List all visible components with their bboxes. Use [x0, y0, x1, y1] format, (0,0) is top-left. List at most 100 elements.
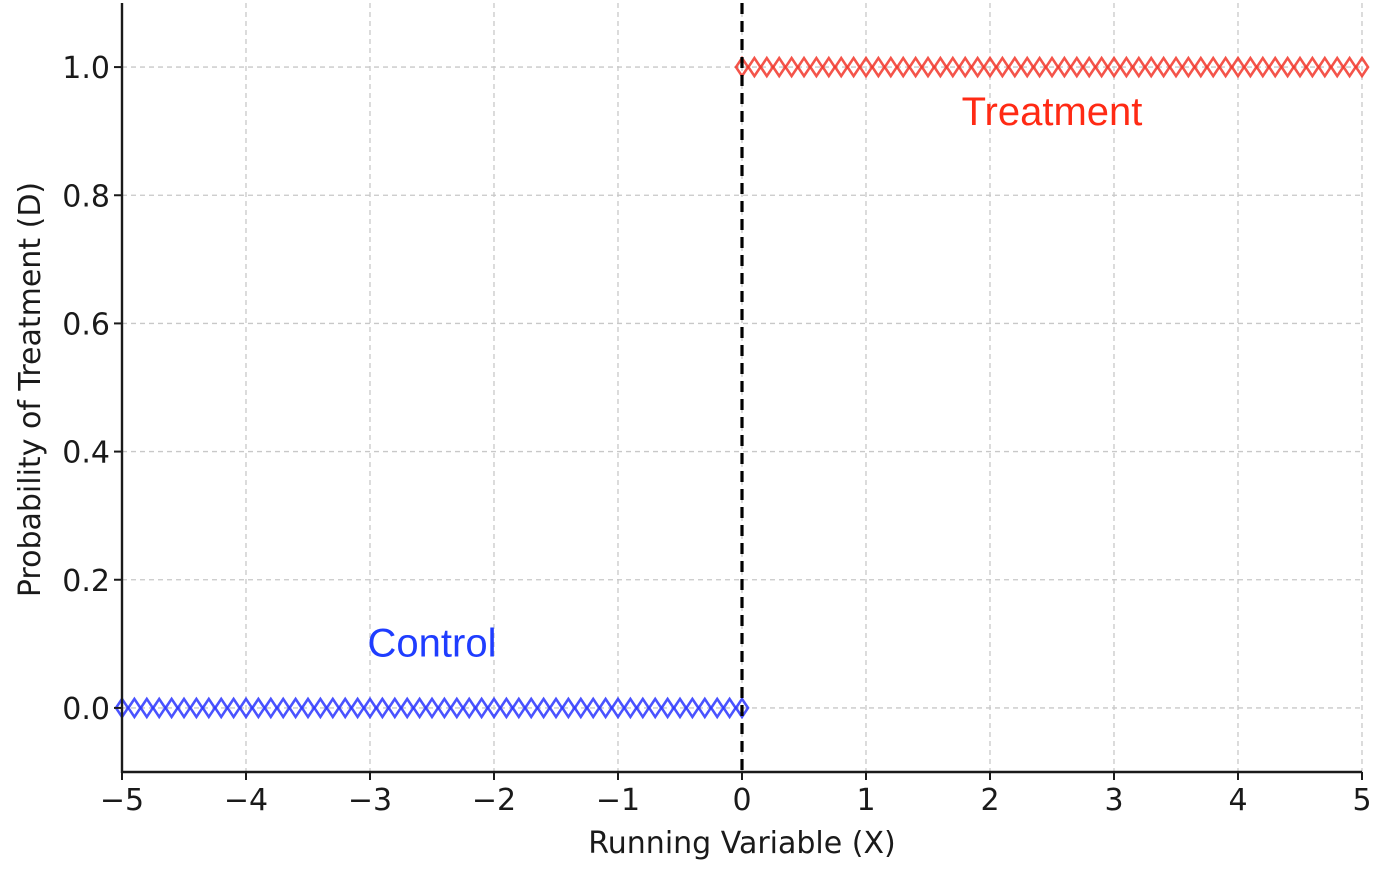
control-point: [399, 696, 415, 720]
control-point: [449, 696, 465, 720]
control-point: [126, 696, 142, 720]
control-point: [238, 696, 254, 720]
control-point: [722, 696, 738, 720]
y-tick-label: 0.4: [62, 436, 110, 471]
treatment-point: [1205, 55, 1221, 79]
control-point: [635, 696, 651, 720]
control-point: [536, 696, 552, 720]
treatment-point: [1131, 55, 1147, 79]
control-point: [250, 696, 266, 720]
control-point: [486, 696, 502, 720]
x-tick-label: 1: [856, 783, 875, 818]
treatment-point: [1255, 55, 1271, 79]
treatment-point: [1019, 55, 1035, 79]
control-point: [201, 696, 217, 720]
treatment-point: [945, 55, 961, 79]
control-point: [647, 696, 663, 720]
treatment-point: [1118, 55, 1134, 79]
control-point: [226, 696, 242, 720]
tick-labels: −5 −4 −3 −2 −1 0 1 2 3 4 5 0.0 0.2 0.4 0.6 0.8 1.0: [62, 51, 1371, 818]
control-point: [461, 696, 477, 720]
treatment-point: [1317, 55, 1333, 79]
data-series: [114, 55, 1370, 720]
control-point: [263, 696, 279, 720]
treatment-point: [920, 55, 936, 79]
annotation-control: Control: [368, 622, 497, 666]
treatment-point: [1267, 55, 1283, 79]
treatment-point: [1168, 55, 1184, 79]
control-point: [560, 696, 576, 720]
y-tick-label: 0.2: [62, 564, 110, 599]
treatment-point: [982, 55, 998, 79]
control-point: [312, 696, 328, 720]
x-tick-label: 0: [732, 783, 751, 818]
treatment-point: [1193, 55, 1209, 79]
treatment-point: [1280, 55, 1296, 79]
treatment-point: [821, 55, 837, 79]
control-point: [337, 696, 353, 720]
treatment-point: [1304, 55, 1320, 79]
treatment-point: [883, 55, 899, 79]
control-point: [424, 696, 440, 720]
control-point: [672, 696, 688, 720]
treatment-point: [771, 55, 787, 79]
x-tick-label: −4: [224, 783, 268, 818]
control-point: [548, 696, 564, 720]
treatment-point: [1143, 55, 1159, 79]
x-tick-label: 2: [980, 783, 999, 818]
treatment-point: [1081, 55, 1097, 79]
x-tick-label: 5: [1352, 783, 1371, 818]
treatment-point: [1230, 55, 1246, 79]
treatment-point: [970, 55, 986, 79]
control-point: [188, 696, 204, 720]
treatment-point: [784, 55, 800, 79]
treatment-point: [1056, 55, 1072, 79]
control-point: [288, 696, 304, 720]
grid: [121, 3, 1363, 772]
series-control: [114, 696, 750, 720]
control-point: [139, 696, 155, 720]
annotations: Control Treatment: [368, 90, 1143, 666]
treatment-point: [908, 55, 924, 79]
treatment-point: [895, 55, 911, 79]
control-point: [387, 696, 403, 720]
treatment-point: [858, 55, 874, 79]
treatment-point: [1180, 55, 1196, 79]
treatment-point: [1329, 55, 1345, 79]
treatment-point: [932, 55, 948, 79]
treatment-point: [957, 55, 973, 79]
control-point: [523, 696, 539, 720]
treatment-point: [1292, 55, 1308, 79]
control-point: [697, 696, 713, 720]
control-point: [498, 696, 514, 720]
treatment-point: [1032, 55, 1048, 79]
treatment-point: [1218, 55, 1234, 79]
control-point: [610, 696, 626, 720]
treatment-point: [759, 55, 775, 79]
control-point: [362, 696, 378, 720]
series-treatment: [734, 55, 1370, 79]
control-point: [585, 696, 601, 720]
x-tick-label: −5: [100, 783, 144, 818]
x-axis-label: Running Variable (X): [588, 826, 895, 861]
treatment-point: [1342, 55, 1358, 79]
x-tick-label: 4: [1228, 783, 1247, 818]
y-tick-label: 0.6: [62, 307, 110, 342]
treatment-point: [833, 55, 849, 79]
control-point: [164, 696, 180, 720]
control-point: [660, 696, 676, 720]
control-point: [709, 696, 725, 720]
control-point: [436, 696, 452, 720]
treatment-point: [746, 55, 762, 79]
control-point: [275, 696, 291, 720]
annotation-treatment: Treatment: [962, 90, 1143, 134]
control-point: [374, 696, 390, 720]
control-point: [213, 696, 229, 720]
control-point: [412, 696, 428, 720]
control-point: [511, 696, 527, 720]
treatment-point: [808, 55, 824, 79]
control-point: [176, 696, 192, 720]
x-tick-label: −1: [596, 783, 640, 818]
control-point: [598, 696, 614, 720]
